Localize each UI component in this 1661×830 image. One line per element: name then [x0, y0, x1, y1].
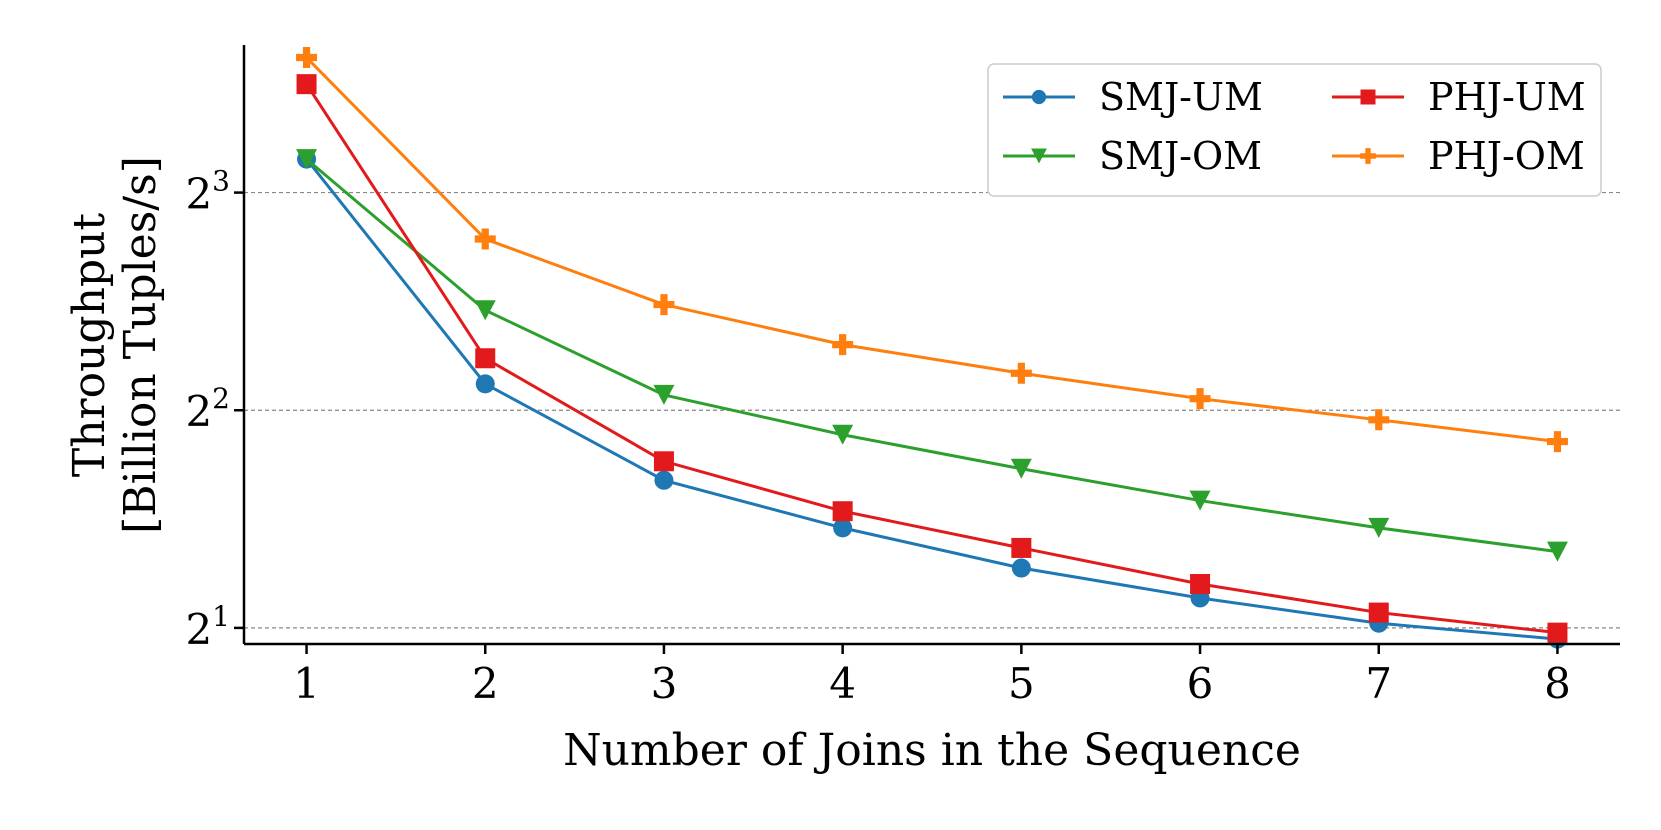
x-axis-label: Number of Joins in the Sequence: [563, 725, 1301, 776]
data-point: [1189, 388, 1211, 410]
data-point: [1547, 622, 1568, 643]
y-tick-exponent: 1: [212, 600, 230, 633]
x-tick-label: 1: [293, 659, 320, 708]
series-line: [305, 56, 1558, 444]
y-tick-base: 2: [185, 170, 212, 219]
x-tick-label: 5: [1008, 659, 1035, 708]
y-tick-label: 23: [185, 165, 230, 219]
data-point: [1010, 362, 1032, 384]
data-point: [474, 228, 496, 250]
data-point: [653, 294, 675, 316]
series-line: [305, 158, 1558, 641]
data-point: [1360, 89, 1376, 105]
series-layer: [296, 47, 1568, 649]
legend-item-phj-om: PHJ-OM: [1332, 134, 1585, 178]
x-tick-label: 3: [651, 659, 678, 708]
data-point: [653, 451, 674, 472]
legend-label: PHJ-OM: [1428, 134, 1585, 178]
data-point: [1190, 574, 1211, 595]
legend-item-phj-um: PHJ-UM: [1332, 75, 1586, 119]
x-tick-label: 6: [1187, 659, 1214, 708]
grid: [244, 191, 1620, 629]
data-point: [296, 74, 317, 95]
axes: [242, 45, 1620, 646]
legend-items: SMJ-UM SMJ-OM PHJ-UM PHJ-OM: [1003, 75, 1586, 178]
data-point: [1010, 458, 1032, 479]
data-point: [1011, 537, 1032, 558]
x-tick-label: 4: [829, 659, 856, 708]
series-phj-om: [296, 47, 1568, 453]
data-point: [1368, 517, 1390, 538]
data-point: [833, 518, 853, 538]
y-tick-label: 21: [185, 600, 230, 654]
data-point: [475, 348, 496, 369]
data-point: [1031, 148, 1047, 164]
series-line: [305, 83, 1558, 635]
x-tick-label: 8: [1544, 659, 1571, 708]
legend-frame: [987, 63, 1602, 197]
data-point: [832, 334, 854, 356]
data-point: [1368, 409, 1390, 431]
data-point: [1360, 148, 1376, 164]
data-point: [1031, 89, 1047, 105]
data-point: [474, 300, 496, 321]
data-point: [832, 424, 854, 445]
data-point: [475, 374, 495, 394]
data-point: [654, 470, 674, 490]
legend-label: PHJ-UM: [1428, 75, 1586, 119]
data-point: [296, 47, 318, 69]
y-tick-label: 22: [185, 382, 230, 436]
legend-label: SMJ-OM: [1099, 134, 1262, 178]
y-axis-label: Throughput [Billion Tuples/s]: [64, 156, 166, 534]
data-point: [1546, 431, 1568, 453]
data-point: [296, 149, 318, 170]
y-tick-base: 2: [185, 387, 212, 436]
y-axis-label-line2: [Billion Tuples/s]: [115, 156, 166, 534]
data-point: [1189, 490, 1211, 511]
legend-label: SMJ-UM: [1099, 75, 1263, 119]
y-axis-label-line1: Throughput: [64, 213, 115, 478]
y-tick-exponent: 3: [212, 165, 230, 198]
data-point: [1546, 541, 1568, 562]
y-tick-base: 2: [185, 605, 212, 654]
series-line: [305, 157, 1558, 554]
data-point: [653, 384, 675, 405]
legend: SMJ-UM SMJ-OM PHJ-UM PHJ-OM: [987, 63, 1602, 197]
data-point: [1011, 558, 1031, 578]
data-point: [1368, 602, 1389, 623]
legend-item-smj-om: SMJ-OM: [1003, 134, 1262, 178]
series-phj-um: [296, 74, 1568, 643]
y-tick-exponent: 2: [212, 382, 230, 415]
x-tick-label: 7: [1365, 659, 1392, 708]
series-smj-um: [297, 149, 1567, 649]
data-point: [832, 501, 853, 522]
x-ticks: 1 2 3 4 5 6 7 8: [293, 644, 1571, 708]
x-tick-label: 2: [472, 659, 499, 708]
legend-item-smj-um: SMJ-UM: [1003, 75, 1263, 119]
series-smj-om: [296, 149, 1568, 562]
